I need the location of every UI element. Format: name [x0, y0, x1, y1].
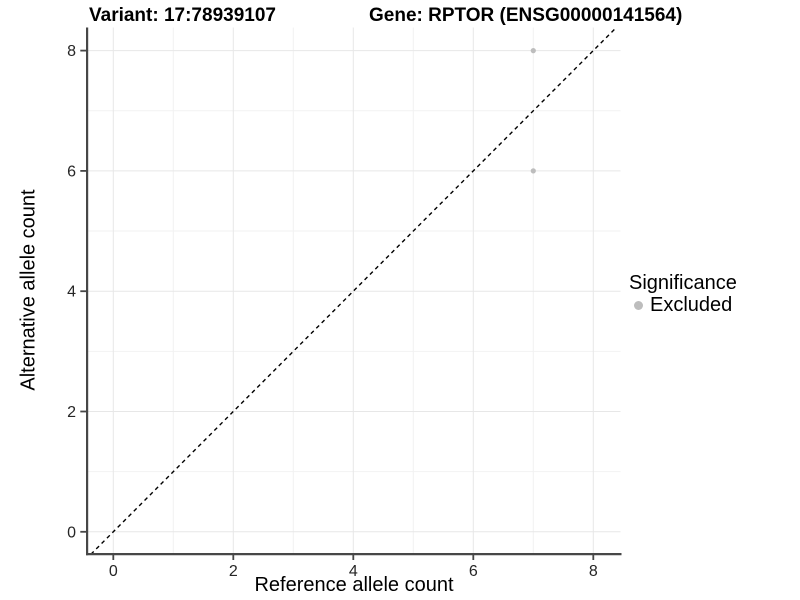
- x-tick-label: 0: [109, 563, 118, 580]
- gene-title: Gene: RPTOR (ENSG00000141564): [369, 5, 683, 26]
- y-tick-label: 0: [67, 524, 76, 541]
- legend-title: Significance: [629, 272, 737, 294]
- data-point: [530, 48, 536, 54]
- identity-line: [91, 27, 618, 553]
- y-axis-label: Alternative allele count: [17, 189, 40, 391]
- legend-marker-icon: [634, 300, 643, 310]
- legend-item-excluded: Excluded: [629, 294, 737, 316]
- x-axis-label: Reference allele count: [254, 574, 454, 596]
- y-tick-label: 2: [67, 404, 76, 421]
- legend-item-label: Excluded: [650, 294, 733, 316]
- y-tick-label: 4: [67, 284, 76, 301]
- legend: Significance Excluded: [629, 272, 737, 316]
- x-tick-label: 4: [349, 563, 358, 580]
- data-point: [530, 168, 536, 174]
- x-tick-label: 2: [229, 563, 238, 580]
- y-tick-label: 6: [67, 163, 76, 180]
- x-tick-label: 8: [589, 563, 598, 580]
- variant-title: Variant: 17:78939107: [89, 5, 276, 26]
- y-tick-label: 8: [67, 43, 76, 60]
- x-tick-label: 6: [469, 563, 478, 580]
